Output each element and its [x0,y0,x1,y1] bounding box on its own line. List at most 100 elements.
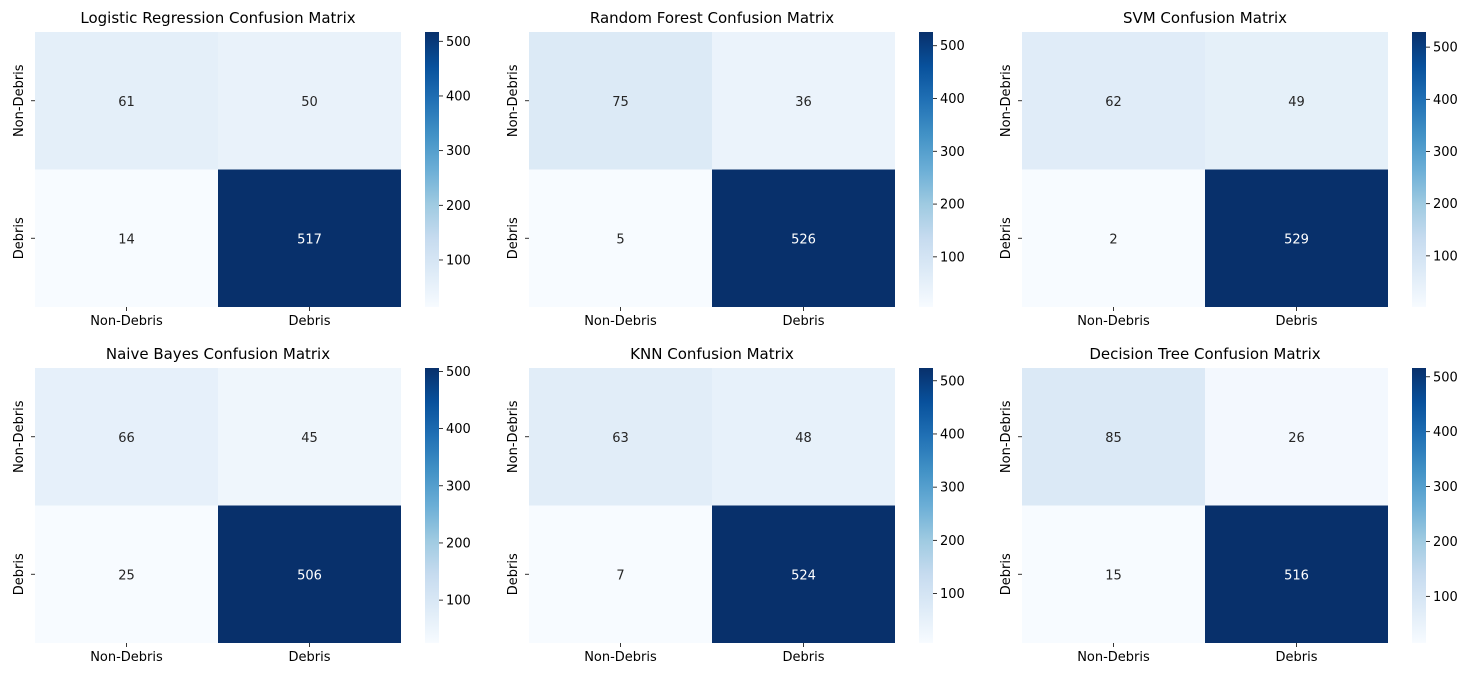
heatmap-cell [1205,32,1388,170]
heatmap-cell [218,368,401,506]
cell-value-label: 7 [616,568,624,583]
cell-value-label: 62 [1105,95,1122,110]
heatmap-cell [712,505,895,643]
heatmap-cell [35,505,218,643]
cell-value-label: 526 [791,232,816,247]
y-tick-label: Non-Debris [999,400,1014,473]
colorbar-tick-label: 300 [446,144,471,159]
colorbar-tick-label: 300 [940,145,965,160]
colorbar-tick-label: 300 [1433,480,1458,495]
cell-value-label: 529 [1284,232,1309,247]
cell-value-label: 2 [1109,232,1117,247]
heatmap-cell [529,368,712,506]
y-tick-label: Debris [12,217,27,259]
chart-title: Random Forest Confusion Matrix [590,9,834,27]
colorbar-tick-label: 400 [446,89,471,104]
colorbar-tick-label: 100 [446,594,471,609]
heatmap-cell [218,169,401,307]
y-tick-label: Non-Debris [506,64,521,137]
x-tick-label: Non-Debris [1077,650,1150,665]
x-tick-label: Debris [1276,650,1318,665]
colorbar-tick-label: 100 [940,250,965,265]
y-tick-label: Non-Debris [999,64,1014,137]
cell-value-label: 506 [297,568,322,583]
heatmap-cell [1022,32,1205,170]
colorbar-tick-label: 400 [1433,93,1458,108]
chart-title: SVM Confusion Matrix [1123,9,1287,27]
colorbar-tick-label: 100 [1433,249,1458,264]
heatmap-cell [218,505,401,643]
colorbar-tick-label: 500 [446,365,471,380]
chart-title: Naive Bayes Confusion Matrix [106,345,330,363]
cell-value-label: 36 [795,95,812,110]
heatmap-panel: Logistic Regression Confusion Matrix 61 50… [12,9,471,329]
cell-value-label: 524 [791,568,816,583]
heatmap-cell [529,169,712,307]
x-tick-label: Debris [1276,314,1318,329]
heatmap-panel: KNN Confusion Matrix 63 48 7 524 Non-Debris De… [506,345,965,665]
cell-value-label: 26 [1288,431,1305,446]
heatmap-cell [218,32,401,170]
heatmap-cell [712,32,895,170]
cell-value-label: 75 [612,95,629,110]
colorbar-tick-label: 400 [1433,425,1458,440]
cell-value-label: 15 [1105,568,1122,583]
heatmap-panel: Decision Tree Confusion Matrix 85 26 15 516 N… [999,345,1458,665]
heatmap-cell [35,169,218,307]
x-tick-label: Non-Debris [584,650,657,665]
colorbar [425,32,439,307]
colorbar-tick-label: 200 [940,534,965,549]
x-tick-label: Non-Debris [1077,314,1150,329]
colorbar-tick-label: 100 [1433,590,1458,605]
cell-value-label: 61 [118,95,135,110]
heatmap-cell [1205,368,1388,506]
colorbar-tick-label: 200 [446,199,471,214]
colorbar-tick-label: 500 [940,374,965,389]
colorbar-tick-label: 500 [940,39,965,54]
heatmap-cell [529,505,712,643]
x-tick-label: Non-Debris [90,314,163,329]
heatmap-panel: SVM Confusion Matrix 62 49 2 529 Non-Debris De… [999,9,1458,329]
colorbar-tick-label: 300 [940,481,965,496]
y-tick-label: Non-Debris [506,400,521,473]
colorbar-tick-label: 400 [446,422,471,437]
colorbar [1412,32,1426,307]
cell-value-label: 516 [1284,568,1309,583]
colorbar-tick-label: 500 [1433,41,1458,56]
colorbar-tick-label: 300 [446,479,471,494]
colorbar [919,32,933,307]
x-tick-label: Debris [783,650,825,665]
x-tick-label: Non-Debris [584,314,657,329]
heatmap-cell [712,368,895,506]
heatmap-cell [1022,169,1205,307]
heatmap-cell [35,32,218,170]
colorbar-tick-label: 200 [940,198,965,213]
cell-value-label: 517 [297,232,322,247]
colorbar-tick-label: 500 [446,35,471,50]
heatmap-cell [1205,169,1388,307]
colorbar-tick-label: 500 [1433,370,1458,385]
y-tick-label: Debris [506,553,521,595]
cell-value-label: 49 [1288,95,1305,110]
colorbar-tick-label: 200 [446,536,471,551]
cell-value-label: 5 [616,232,624,247]
x-tick-label: Non-Debris [90,650,163,665]
cell-value-label: 85 [1105,431,1122,446]
colorbar [919,368,933,643]
heatmap-cell [712,169,895,307]
heatmap-cell [529,32,712,170]
colorbar-tick-label: 300 [1433,145,1458,160]
chart-title: KNN Confusion Matrix [630,345,794,363]
y-tick-label: Non-Debris [12,400,27,473]
cell-value-label: 45 [301,431,318,446]
heatmap-cell [1022,505,1205,643]
heatmap-cell [1022,368,1205,506]
colorbar [425,368,439,643]
y-tick-label: Non-Debris [12,64,27,137]
heatmap-panel: Random Forest Confusion Matrix 75 36 5 526 No… [506,9,965,329]
colorbar-tick-label: 200 [1433,197,1458,212]
colorbar-tick-label: 400 [940,427,965,442]
cell-value-label: 25 [118,568,135,583]
heatmap-panel: Naive Bayes Confusion Matrix 66 45 25 506 Non… [12,345,471,665]
